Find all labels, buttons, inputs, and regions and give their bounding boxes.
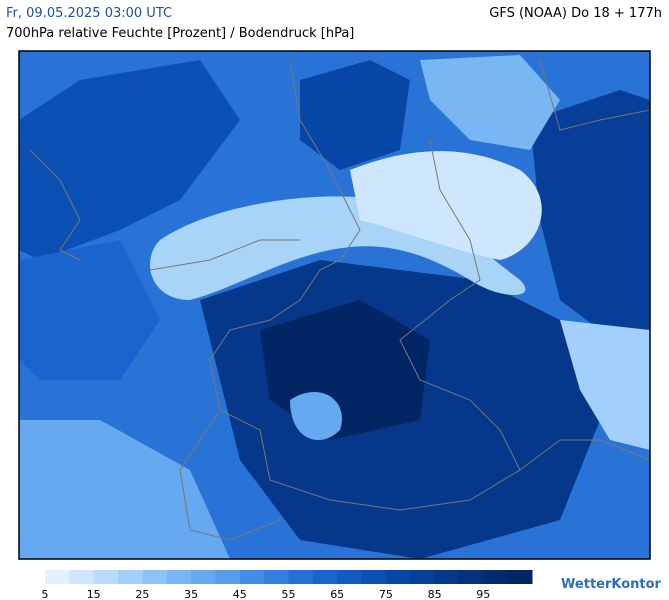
legend-label: 35 [184, 588, 198, 600]
legend-label: 5 [42, 588, 49, 600]
color-swatch [385, 570, 411, 584]
map-subtitle: 700hPa relative Feuchte [Prozent] / Bode… [6, 26, 355, 41]
region-dark [19, 60, 240, 260]
legend-label: 85 [428, 588, 442, 600]
color-swatch [45, 570, 70, 584]
legend-label: 65 [330, 588, 344, 600]
color-swatch [166, 570, 192, 584]
color-swatch [434, 570, 460, 584]
region-light [350, 151, 542, 260]
color-swatch [191, 570, 216, 584]
color-swatch [312, 570, 338, 584]
model-run: GFS (NOAA) Do 18 + 177h [489, 6, 662, 21]
color-swatch [458, 570, 484, 584]
color-swatch [410, 570, 436, 584]
color-swatch [215, 570, 241, 584]
forecast-time: Fr, 09.05.2025 03:00 UTC [6, 6, 173, 21]
color-swatch [142, 570, 168, 584]
region [19, 240, 160, 380]
color-swatch [118, 570, 143, 584]
legend-label: 15 [87, 588, 101, 600]
color-swatch [507, 570, 533, 584]
color-swatch [264, 570, 289, 584]
humidity-field [19, 51, 650, 559]
legend-label: 95 [476, 588, 490, 600]
map-frame [18, 50, 651, 560]
color-legend: 5 15 25 35 45 55 65 75 85 95 [42, 570, 533, 600]
color-swatch [239, 570, 265, 584]
color-swatch [337, 570, 363, 584]
logo: WetterKontor [561, 577, 662, 592]
region-light [560, 320, 650, 450]
color-swatch [483, 570, 509, 584]
color-swatch [93, 570, 119, 584]
region-dark [530, 90, 650, 340]
region-light [19, 420, 230, 559]
region-dark [300, 60, 410, 170]
borders [29, 59, 650, 541]
legend-label: 25 [135, 588, 149, 600]
legend-label: 55 [282, 588, 296, 600]
legend-label: 75 [379, 588, 393, 600]
region-light [290, 391, 342, 440]
color-swatch [361, 570, 387, 584]
legend-label: 45 [233, 588, 247, 600]
color-swatch [69, 570, 95, 584]
region-light [420, 55, 560, 150]
color-swatch [288, 570, 314, 584]
